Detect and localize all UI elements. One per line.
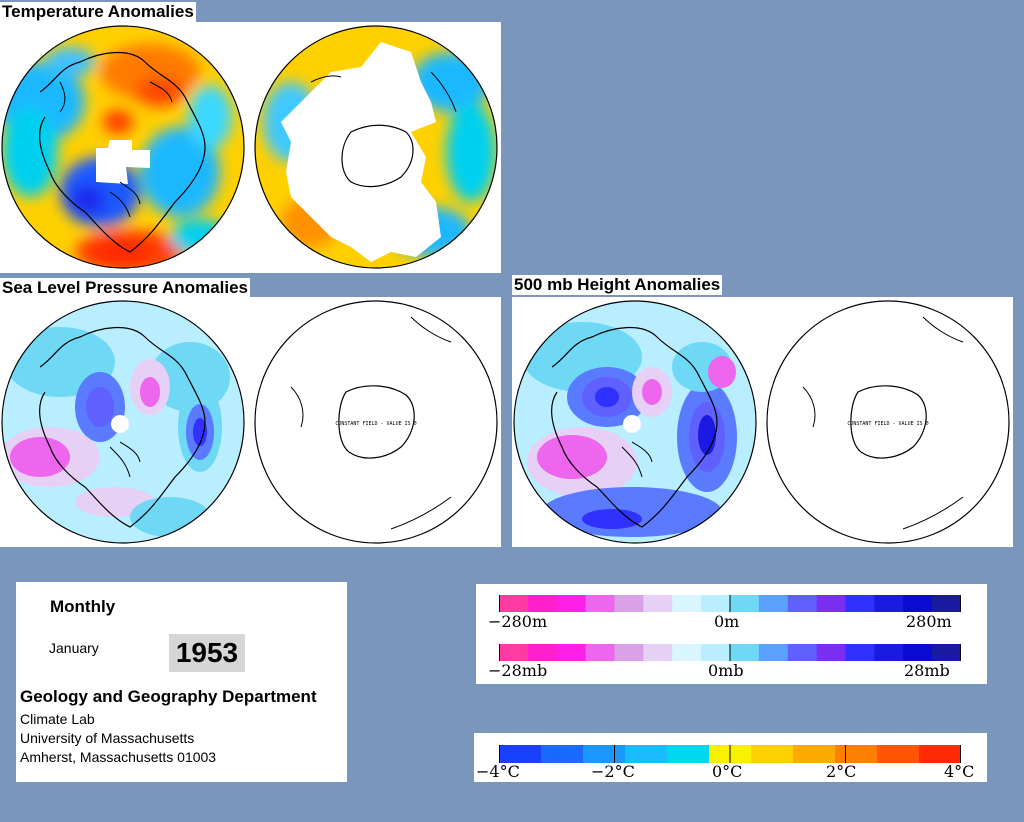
- slp-constant-field-text: CONSTANT FIELD - VALUE IS 0: [335, 421, 416, 427]
- height-label-mid: 0m: [714, 612, 740, 631]
- pressure-colorbar: [499, 644, 961, 661]
- height-colorbar-swatch: [643, 595, 673, 612]
- month-label: January: [49, 640, 99, 656]
- height500-panel: CONSTANT FIELD - VALUE IS 0: [512, 297, 1013, 547]
- height-colorbar-swatch: [672, 595, 702, 612]
- temperature-colorbar-swatch: [919, 745, 961, 763]
- slp-panel: CONSTANT FIELD - VALUE IS 0: [0, 297, 501, 547]
- height500-title: 500 mb Height Anomalies: [512, 275, 723, 295]
- height-colorbar-swatch: [874, 595, 904, 612]
- pressure-colorbar-swatch: [556, 644, 587, 661]
- temperature-colorbar-swatch: [835, 745, 878, 763]
- slp-north-globe: [1, 300, 245, 544]
- pressure-colorbar-swatch: [874, 644, 904, 661]
- lab-label: Climate Lab: [20, 711, 95, 727]
- height-colorbar-swatch: [499, 595, 529, 612]
- height500-constant-field-text: CONSTANT FIELD - VALUE IS 0: [847, 421, 928, 427]
- slp-south-globe: CONSTANT FIELD - VALUE IS 0: [254, 300, 498, 544]
- temperature-colorbar-swatch: [793, 745, 836, 763]
- pressure-colorbar-swatch: [527, 644, 558, 661]
- height-colorbar: [499, 595, 961, 612]
- pressure-colorbar-swatch: [672, 644, 702, 661]
- slp-title: Sea Level Pressure Anomalies: [0, 278, 251, 298]
- temperature-colorbar-swatch: [541, 745, 584, 763]
- height500-south-globe: CONSTANT FIELD - VALUE IS 0: [766, 300, 1010, 544]
- height-colorbar-swatch: [932, 595, 961, 612]
- height-colorbar-swatch: [730, 595, 760, 612]
- info-box: Monthly January 1953 Geology and Geograp…: [16, 582, 347, 782]
- height-colorbar-swatch: [527, 595, 558, 612]
- university-label: University of Massachusetts: [20, 730, 195, 746]
- temperature-south-globe: [254, 25, 498, 269]
- pressure-colorbar-swatch: [614, 644, 644, 661]
- pressure-colorbar-swatch: [499, 644, 529, 661]
- temperature-label-0: 0°C: [712, 762, 743, 781]
- height-colorbar-swatch: [845, 595, 875, 612]
- pressure-label-max: 28mb: [904, 661, 950, 680]
- temperature-panel: [0, 22, 501, 273]
- height-label-max: 280m: [906, 612, 952, 631]
- temperature-label-m2: −2°C: [591, 762, 635, 781]
- pressure-colorbar-swatch: [903, 644, 933, 661]
- height500-north-globe: [513, 300, 757, 544]
- temperature-colorbar-swatch: [751, 745, 794, 763]
- temperature-legend: −4°C −2°C 0°C 2°C 4°C: [474, 733, 987, 782]
- pressure-colorbar-swatch: [787, 644, 818, 661]
- pressure-colorbar-swatch: [585, 644, 616, 661]
- temperature-label-2: 2°C: [826, 762, 857, 781]
- temperature-colorbar-swatch: [877, 745, 920, 763]
- temperature-colorbar-swatch: [583, 745, 626, 763]
- pressure-colorbar-swatch: [730, 644, 760, 661]
- pressure-colorbar-swatch: [816, 644, 847, 661]
- temperature-colorbar-swatch: [499, 745, 542, 763]
- height-colorbar-swatch: [556, 595, 587, 612]
- department-label: Geology and Geography Department: [20, 687, 317, 706]
- height-colorbar-swatch: [787, 595, 818, 612]
- temperature-colorbar-swatch: [625, 745, 668, 763]
- temperature-north-globe: [1, 25, 245, 269]
- height-colorbar-swatch: [758, 595, 789, 612]
- height-colorbar-swatch: [614, 595, 644, 612]
- pressure-colorbar-swatch: [758, 644, 789, 661]
- height-colorbar-swatch: [903, 595, 933, 612]
- height-pressure-legend: −280m 0m 280m −28mb 0mb 28mb: [476, 584, 987, 684]
- temperature-label-m4: −4°C: [476, 762, 520, 781]
- pressure-colorbar-swatch: [845, 644, 875, 661]
- temperature-colorbar-swatch: [667, 745, 710, 763]
- height-colorbar-swatch: [701, 595, 731, 612]
- height-colorbar-swatch: [585, 595, 616, 612]
- temperature-title: Temperature Anomalies: [0, 2, 196, 22]
- year-label: 1953: [169, 634, 245, 672]
- pressure-colorbar-swatch: [701, 644, 731, 661]
- pressure-label-min: −28mb: [488, 661, 548, 680]
- height-colorbar-swatch: [816, 595, 847, 612]
- pressure-label-mid: 0mb: [708, 661, 744, 680]
- pressure-colorbar-swatch: [643, 644, 673, 661]
- temperature-colorbar: [499, 745, 961, 763]
- period-label: Monthly: [50, 597, 116, 616]
- pressure-colorbar-swatch: [932, 644, 961, 661]
- address-label: Amherst, Massachusetts 01003: [20, 749, 217, 765]
- temperature-label-4: 4°C: [944, 762, 975, 781]
- height-label-min: −280m: [488, 612, 548, 631]
